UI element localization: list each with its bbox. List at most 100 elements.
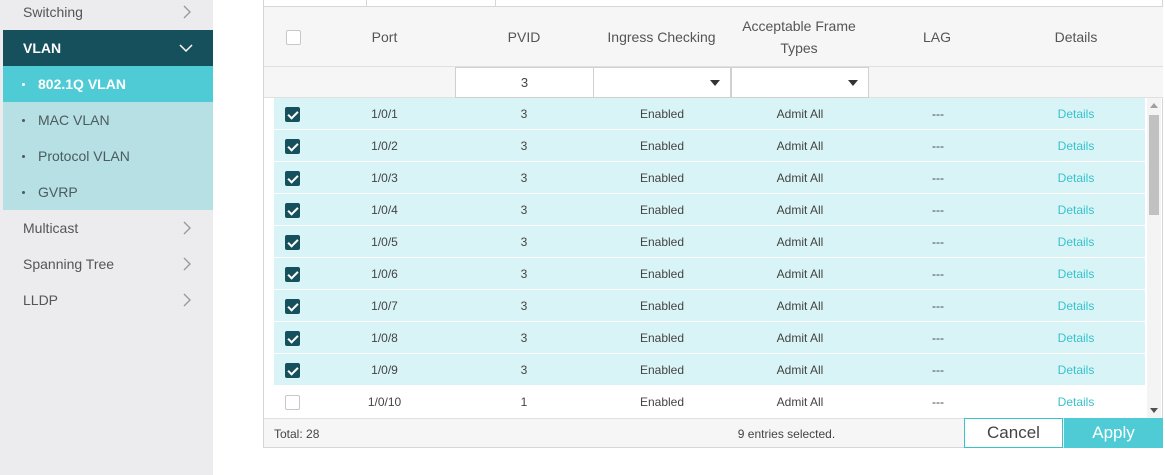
caret-down-icon: [710, 80, 720, 86]
details-link[interactable]: Details: [1057, 107, 1095, 121]
row-checkbox[interactable]: [284, 234, 300, 250]
table-row[interactable]: 1/0/6 3 Enabled Admit All --- Details: [274, 258, 1145, 290]
cell-ingress: Enabled: [639, 235, 685, 249]
scroll-up-icon[interactable]: [1150, 103, 1158, 108]
row-checkbox[interactable]: [284, 138, 300, 154]
header-pvid[interactable]: PVID: [507, 29, 541, 45]
details-link[interactable]: Details: [1057, 171, 1095, 185]
cell-frame: Admit All: [776, 363, 824, 377]
details-link[interactable]: Details: [1057, 203, 1095, 217]
table-row[interactable]: 1/0/2 3 Enabled Admit All --- Details: [274, 130, 1145, 162]
details-link[interactable]: Details: [1057, 395, 1095, 409]
table-row[interactable]: 1/0/10 1 Enabled Admit All --- Details: [274, 386, 1145, 418]
table-row[interactable]: 1/0/5 3 Enabled Admit All --- Details: [274, 226, 1145, 258]
header-port[interactable]: Port: [371, 29, 398, 45]
submenu-item-mac-vlan[interactable]: MAC VLAN: [3, 102, 213, 138]
details-link[interactable]: Details: [1057, 267, 1095, 281]
details-link[interactable]: Details: [1057, 331, 1095, 345]
row-select-cell: [274, 226, 310, 258]
submenu-item-label: 802.1Q VLAN: [38, 76, 126, 92]
caret-down-icon: [848, 80, 858, 86]
details-link[interactable]: Details: [1057, 139, 1095, 153]
header-lag[interactable]: LAG: [922, 29, 951, 45]
cell-pvid: 3: [520, 235, 528, 249]
cell-ingress: Enabled: [639, 299, 685, 313]
sidebar-item-lldp[interactable]: LLDP: [0, 282, 213, 318]
cell-port: 1/0/3: [371, 171, 398, 185]
submenu-item-8021q-vlan[interactable]: 802.1Q VLAN: [3, 66, 213, 102]
sidebar-item-vlan[interactable]: VLAN: [3, 30, 213, 66]
sidebar-item-spanning-tree[interactable]: Spanning Tree: [0, 246, 213, 282]
bullet-icon: [22, 190, 25, 194]
cell-port: 1/0/9: [371, 363, 398, 377]
header-ingress-checking[interactable]: Ingress Checking: [607, 29, 716, 45]
table-row[interactable]: 1/0/4 3 Enabled Admit All --- Details: [274, 194, 1145, 226]
ingress-filter-select[interactable]: [593, 67, 731, 98]
table-row[interactable]: 1/0/1 3 Enabled Admit All --- Details: [274, 98, 1145, 130]
bullet-icon: [22, 154, 25, 158]
cell-port: 1/0/7: [371, 299, 398, 313]
table-row[interactable]: 1/0/9 3 Enabled Admit All --- Details: [274, 354, 1145, 386]
cell-ingress: Enabled: [639, 267, 685, 281]
table-body: 1/0/1 3 Enabled Admit All --- Details 1/0/2 3 En…: [264, 98, 1163, 418]
cell-port: 1/0/2: [371, 139, 398, 153]
sidebar-item-label: Multicast: [23, 220, 79, 236]
select-all-checkbox[interactable]: [285, 29, 301, 45]
sidebar-item-switching[interactable]: Switching: [0, 0, 213, 30]
row-checkbox[interactable]: [284, 202, 300, 218]
header-details: Details: [1054, 29, 1098, 45]
cell-ingress: Enabled: [639, 171, 685, 185]
row-checkbox[interactable]: [284, 170, 300, 186]
header-acceptable-frame-types[interactable]: Acceptable Frame Types: [730, 7, 868, 67]
submenu-item-protocol-vlan[interactable]: Protocol VLAN: [3, 138, 213, 174]
cell-pvid: 3: [520, 139, 528, 153]
cell-port: 1/0/5: [371, 235, 398, 249]
cell-ingress: Enabled: [639, 139, 685, 153]
scroll-down-icon[interactable]: [1150, 408, 1158, 413]
header-line: Acceptable Frame: [742, 18, 856, 34]
cell-ingress: Enabled: [639, 363, 685, 377]
cell-lag: ---: [932, 363, 944, 377]
sidebar-nav: Switching VLAN 802.1Q VLAN MAC VLAN Prot…: [0, 0, 213, 475]
frame-types-filter-select[interactable]: [731, 67, 869, 98]
cell-ingress: Enabled: [639, 107, 685, 121]
row-checkbox[interactable]: [284, 298, 300, 314]
cell-port: 1/0/6: [371, 267, 398, 281]
row-checkbox[interactable]: [284, 106, 300, 122]
table-row[interactable]: 1/0/7 3 Enabled Admit All --- Details: [274, 290, 1145, 322]
cell-lag: ---: [932, 235, 944, 249]
details-link[interactable]: Details: [1057, 235, 1095, 249]
chevron-right-icon: [183, 221, 191, 235]
row-checkbox[interactable]: [284, 266, 300, 282]
cell-port: 1/0/4: [371, 203, 398, 217]
row-select-cell: [274, 386, 310, 418]
cell-frame: Admit All: [776, 395, 824, 409]
table-row[interactable]: 1/0/8 3 Enabled Admit All --- Details: [274, 322, 1145, 354]
row-checkbox[interactable]: [284, 330, 300, 346]
submenu-item-label: Protocol VLAN: [38, 148, 130, 164]
sidebar-item-multicast[interactable]: Multicast: [0, 210, 213, 246]
cell-ingress: Enabled: [639, 203, 685, 217]
cell-lag: ---: [932, 139, 944, 153]
row-checkbox[interactable]: [284, 394, 300, 410]
table-row[interactable]: 1/0/3 3 Enabled Admit All --- Details: [274, 162, 1145, 194]
submenu-item-gvrp[interactable]: GVRP: [3, 174, 213, 210]
row-checkbox[interactable]: [284, 362, 300, 378]
pvid-filter-input[interactable]: 3: [455, 67, 594, 98]
apply-button[interactable]: Apply: [1064, 418, 1163, 448]
submenu-item-label: MAC VLAN: [38, 112, 110, 128]
cell-frame: Admit All: [776, 203, 824, 217]
row-select-cell: [274, 322, 310, 354]
cell-frame: Admit All: [776, 299, 824, 313]
scrollbar[interactable]: [1147, 98, 1161, 418]
cell-lag: ---: [932, 203, 944, 217]
cell-lag: ---: [932, 267, 944, 281]
cancel-button[interactable]: Cancel: [964, 418, 1063, 448]
details-link[interactable]: Details: [1057, 299, 1095, 313]
tab-divider: [366, 0, 367, 7]
cell-port: 1/0/10: [367, 395, 402, 409]
details-link[interactable]: Details: [1057, 363, 1095, 377]
scrollbar-thumb[interactable]: [1149, 115, 1159, 215]
chevron-right-icon: [183, 293, 191, 307]
cell-lag: ---: [932, 331, 944, 345]
